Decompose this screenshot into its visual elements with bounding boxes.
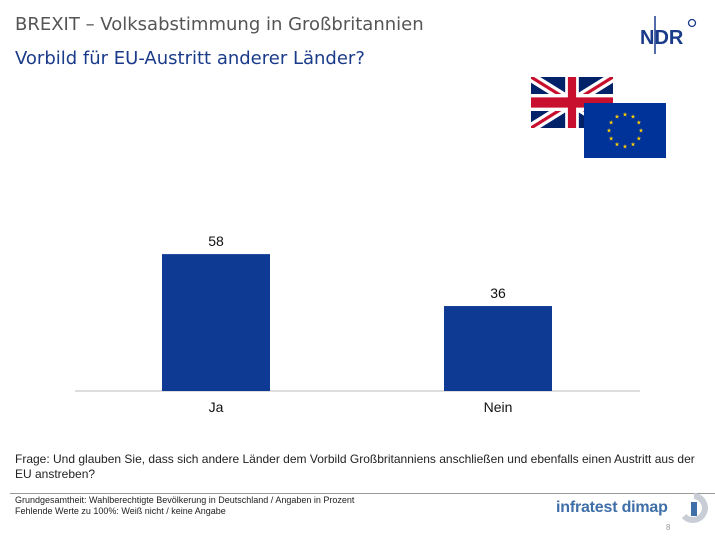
data-label-nein: 36 xyxy=(490,285,506,301)
page-subtitle: Vorbild für EU-Austritt anderer Länder? xyxy=(15,48,365,69)
eu-star-icon xyxy=(636,120,642,125)
brand-logo-text: infratest dimap xyxy=(556,499,668,516)
eu-star-icon xyxy=(630,141,636,147)
eu-star-icon xyxy=(622,144,628,149)
eu-star-icon xyxy=(608,136,614,141)
ndr-logo-text: NDR xyxy=(640,27,684,49)
data-label-ja: 58 xyxy=(208,233,224,249)
eu-flag-icon xyxy=(584,103,666,158)
eu-star-icon xyxy=(622,112,628,117)
question-text: Frage: Und glauben Sie, dass sich andere… xyxy=(15,452,695,481)
footnote-line-2: Fehlende Werte zu 100%: Weiß nicht / kei… xyxy=(15,506,226,516)
footnote-line-1: Grundgesamtheit: Wahlberechtigte Bevölke… xyxy=(15,495,355,505)
page-number: 8 xyxy=(666,523,671,532)
bar-ja xyxy=(162,254,270,391)
page-title: BREXIT – Volksabstimmung in Großbritanni… xyxy=(15,14,424,35)
eu-star-icon xyxy=(608,120,614,125)
eu-star-icon xyxy=(614,141,620,147)
infratest-mark-icon xyxy=(681,493,708,523)
footnote: Grundgesamtheit: Wahlberechtigte Bevölke… xyxy=(15,495,354,517)
eu-star-icon xyxy=(614,114,620,119)
bar-nein xyxy=(444,306,552,391)
category-label-ja: Ja xyxy=(209,399,224,415)
ndr-logo: NDR xyxy=(640,16,697,54)
category-label-nein: Nein xyxy=(484,399,513,415)
eu-star-icon xyxy=(606,128,612,133)
eu-star-icon xyxy=(636,136,642,141)
eu-star-icon xyxy=(630,114,636,119)
eu-star-icon xyxy=(638,128,644,133)
footer-divider xyxy=(10,493,715,494)
